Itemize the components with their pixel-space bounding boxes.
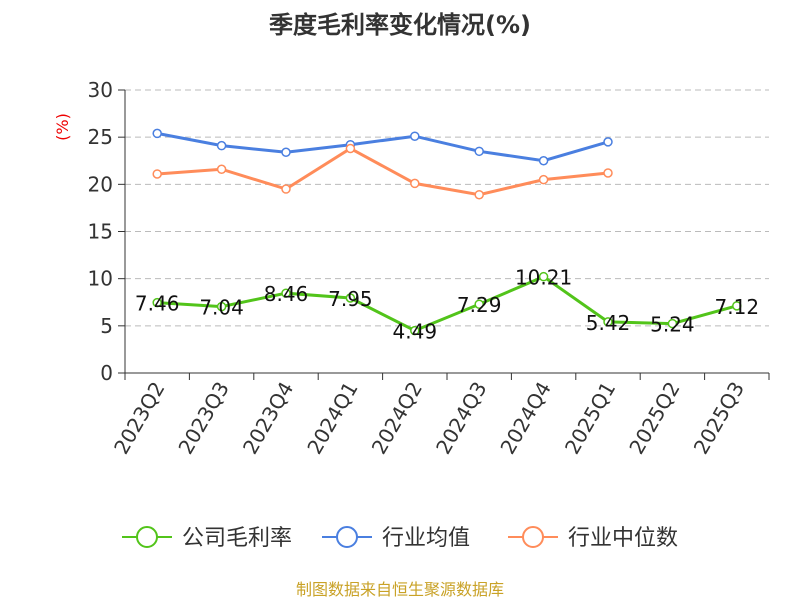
data-point [410,178,420,189]
x-tick-label: 2025Q2 [624,378,684,459]
x-tick-label: 2024Q2 [367,378,427,459]
data-label: 7.04 [199,296,244,320]
y-tick-label: 30 [88,78,113,102]
data-point [603,137,613,147]
series-2 [152,143,613,200]
data-point [152,297,162,308]
data-label: 7.12 [715,295,760,319]
data-label: 8.46 [264,282,309,306]
data-point [732,301,742,311]
data-point [152,169,162,179]
x-tick-label: 2023Q3 [173,378,233,459]
source-note: 制图数据来自恒生聚源数据库 [296,580,504,599]
x-tick-label: 2025Q3 [689,378,749,459]
legend-label: 行业中位数 [568,526,678,551]
data-label: 10.21 [515,266,572,290]
data-point [410,131,420,141]
data-point [216,301,227,312]
x-tick-label: 2025Q1 [560,378,620,459]
legend-marker [136,526,158,548]
series-line [157,274,738,333]
data-point [281,184,291,194]
y-tick-label: 10 [88,267,113,291]
legend-label: 行业均值 [382,526,470,551]
data-point [474,189,484,200]
series-line [156,131,609,163]
data-point [152,128,162,139]
x-tick-label: 2024Q4 [495,378,555,459]
legend-item-1: 行业均值 [322,526,470,551]
data-label: 5.42 [586,311,631,335]
legend-item-2: 行业中位数 [508,526,678,551]
data-point [281,288,291,298]
legend-item-0: 公司毛利率 [122,526,292,551]
x-tick-label: 2023Q4 [238,378,298,459]
data-point [667,318,678,329]
legend-marker [522,526,544,548]
y-tick-label: 0 [100,361,113,385]
data-point [216,140,227,151]
x-tick-label: 2023Q2 [109,378,169,459]
legend-marker [336,526,358,548]
chart-title: 季度毛利率变化情况(%) [269,11,531,39]
data-point [538,156,549,166]
y-tick-label: 5 [100,314,113,338]
legend-label: 公司毛利率 [182,526,292,551]
data-label: 7.46 [135,292,180,316]
series-line [157,146,609,197]
series-0: 7.46 7.04 8.46 7.95 4.49 7.29 10.21 5.42 5.24 7.1… [135,266,759,344]
x-tick-label: 2024Q1 [302,378,362,459]
data-point [603,317,613,327]
x-tick-label: 2024Q3 [431,378,491,459]
y-tick-label: 25 [88,125,113,149]
data-label: 5.24 [650,313,695,337]
data-label: 4.49 [393,320,438,344]
data-point [345,293,356,303]
data-point [474,146,484,157]
data-point [603,168,613,178]
data-point [538,271,549,282]
data-point [216,164,227,174]
data-point [345,143,356,154]
data-point [281,147,291,158]
y-tick-label: 20 [88,172,113,196]
data-point [538,174,549,185]
y-axis-label: (%) [53,113,72,141]
y-tick-label: 15 [88,220,113,244]
series-1 [152,128,613,166]
data-label: 7.29 [457,293,502,317]
data-point [474,299,484,309]
data-label: 7.95 [328,287,373,311]
data-point [410,325,420,336]
